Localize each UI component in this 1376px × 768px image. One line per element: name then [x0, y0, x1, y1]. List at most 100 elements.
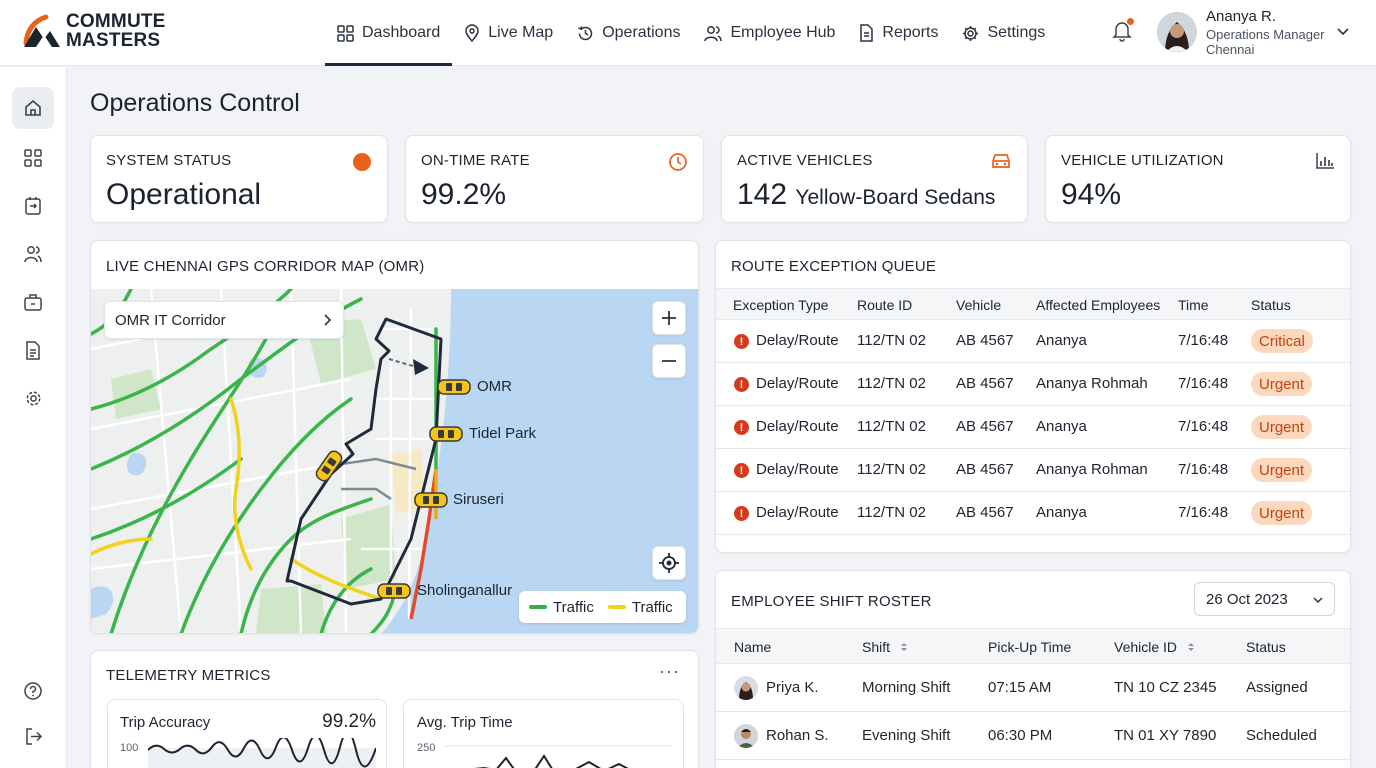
vehicle: AB 4567	[956, 418, 1014, 435]
route-id: 112/TN 02	[857, 418, 926, 435]
error-icon: !	[734, 420, 749, 435]
sidebar	[0, 67, 67, 768]
error-icon: !	[734, 334, 749, 349]
car-icon	[992, 154, 1010, 168]
nav-label: Employee Hub	[730, 24, 836, 41]
metric-avg-trip-time[interactable]: Avg. Trip Time 250	[403, 699, 684, 768]
table-row[interactable]: ! Delay/Route 112/TN 02 AB 4567 Ananya R…	[716, 363, 1350, 406]
document-icon	[26, 340, 40, 360]
kpi-label: ON-TIME RATE	[421, 152, 530, 169]
live-map-card: LIVE CHENNAI GPS CORRIDOR MAP (OMR)	[90, 240, 699, 634]
zoom-out-button[interactable]	[652, 344, 686, 378]
affected-employees: Ananya Rohman	[1036, 461, 1148, 478]
status-dot-icon	[353, 153, 371, 171]
affected-employees: Ananya	[1036, 504, 1087, 521]
col-pickup-time[interactable]: Pick-Up Time	[988, 639, 1072, 655]
sidebar-item-vehicles[interactable]	[12, 281, 54, 323]
shift: Morning Shift	[862, 679, 951, 696]
exception-type: Delay/Route	[756, 504, 839, 521]
vehicle: AB 4567	[956, 332, 1014, 349]
table-row[interactable]: ! Delay/Route 112/TN 02 AB 4567 Ananya R…	[716, 449, 1350, 492]
clock-icon	[669, 153, 687, 171]
col-affected-employees[interactable]: Affected Employees	[1036, 297, 1161, 313]
kpi-label: ACTIVE VEHICLES	[737, 152, 873, 169]
legend-swatch-green	[529, 605, 547, 609]
taxi-marker-omr[interactable]	[437, 378, 471, 396]
nav-settings[interactable]: Settings	[950, 0, 1057, 66]
sidebar-item-dashboard[interactable]	[12, 137, 54, 179]
axis-tick: 100	[120, 742, 139, 754]
kpi-label: VEHICLE UTILIZATION	[1061, 152, 1224, 169]
sidebar-item-settings[interactable]	[12, 377, 54, 419]
brand-logo[interactable]: COMMUTE MASTERS	[22, 12, 166, 50]
gear-icon	[26, 391, 40, 405]
gear-icon	[963, 25, 979, 41]
vehicle: AB 4567	[956, 461, 1014, 478]
status-badge: Urgent	[1251, 415, 1313, 439]
table-row[interactable]: ! Delay/Route 112/TN 02 AB 4567 Ananya 7…	[716, 492, 1350, 535]
kpi-value: Operational	[106, 178, 262, 211]
kpi-system-status: SYSTEM STATUS Operational	[90, 135, 388, 223]
metric-value: 99.2%	[322, 711, 376, 732]
col-name[interactable]: Name	[734, 639, 772, 655]
nav-live-map[interactable]: Live Map	[452, 0, 565, 66]
roster-title: EMPLOYEE SHIFT ROSTER	[731, 593, 932, 610]
nav-operations[interactable]: Operations	[565, 0, 692, 66]
more-options-icon[interactable]: ···	[659, 661, 680, 681]
brand-line1: COMMUTE	[66, 11, 166, 32]
route-exception-queue: ROUTE EXCEPTION QUEUE Exception Type Rou…	[715, 240, 1351, 553]
col-status[interactable]: Status	[1251, 297, 1291, 313]
place-label-siruseri: Siruseri	[453, 491, 504, 508]
roster-date: 26 Oct 2023	[1206, 590, 1288, 608]
user-role: Operations Manager Chennai	[1206, 27, 1336, 57]
gps-map[interactable]: OMR Tidel Park Siruseri Sholinganallur O…	[91, 289, 698, 633]
nav-employee-hub[interactable]: Employee Hub	[692, 0, 847, 66]
zoom-in-button[interactable]	[652, 301, 686, 335]
kpi-label: SYSTEM STATUS	[106, 152, 232, 169]
roster-date-picker[interactable]: 26 Oct 2023	[1194, 582, 1335, 616]
col-status[interactable]: Status	[1246, 639, 1286, 655]
corridor-label: OMR IT Corridor	[115, 311, 226, 329]
taxi-marker-siruseri[interactable]	[414, 491, 448, 509]
nav-dashboard[interactable]: Dashboard	[325, 0, 453, 66]
corridor-selector[interactable]: OMR IT Corridor	[104, 301, 344, 339]
table-row[interactable]: ! Delay/Route 112/TN 02 AB 4567 Ananya 7…	[716, 406, 1350, 449]
col-time[interactable]: Time	[1178, 297, 1209, 313]
col-exception-type[interactable]: Exception Type	[733, 297, 829, 313]
table-row[interactable]: Priya K. Morning Shift 07:15 AM TN 10 CZ…	[716, 664, 1350, 712]
time: 7/16:48	[1178, 375, 1229, 392]
employee-name: Priya K.	[766, 679, 819, 696]
sidebar-item-logout[interactable]	[12, 715, 54, 757]
chevron-down-icon[interactable]	[1336, 24, 1350, 38]
col-route-id[interactable]: Route ID	[857, 297, 913, 313]
sidebar-item-reports[interactable]	[12, 329, 54, 371]
route-id: 112/TN 02	[857, 461, 926, 478]
users-icon	[704, 25, 723, 41]
table-row[interactable]: Rohan S. Evening Shift 06:30 PM TN 01 XY…	[716, 712, 1350, 760]
locate-button[interactable]	[652, 546, 686, 580]
sidebar-item-help[interactable]	[12, 670, 54, 712]
col-vehicle-id[interactable]: Vehicle ID	[1114, 639, 1196, 655]
exception-type: Delay/Route	[756, 375, 839, 392]
minus-icon	[662, 360, 676, 362]
taxi-marker-tidel-park[interactable]	[429, 425, 463, 443]
sidebar-item-employees[interactable]	[12, 233, 54, 275]
taxi-marker-enroute[interactable]	[312, 447, 346, 485]
metric-trip-accuracy[interactable]: Trip Accuracy 99.2% 100	[107, 699, 387, 768]
kpi-value: 94%	[1061, 178, 1122, 211]
col-shift[interactable]: Shift	[862, 639, 909, 655]
shift: Evening Shift	[862, 727, 951, 744]
sidebar-item-transfers[interactable]	[12, 185, 54, 227]
nav-reports[interactable]: Reports	[847, 0, 950, 66]
kpi-number: 142	[737, 178, 788, 211]
user-name[interactable]: Ananya R.	[1206, 8, 1277, 25]
user-avatar[interactable]	[1157, 12, 1197, 52]
trip-accuracy-sparkline	[148, 738, 376, 768]
avatar	[734, 676, 758, 700]
taxi-marker-sholinganallur[interactable]	[377, 582, 411, 600]
bell-icon[interactable]	[1112, 20, 1132, 42]
sidebar-item-home[interactable]	[12, 87, 54, 129]
col-vehicle[interactable]: Vehicle	[956, 297, 1002, 313]
user-title: Operations Manager	[1206, 27, 1325, 42]
table-row[interactable]: ! Delay/Route 112/TN 02 AB 4567 Ananya 7…	[716, 320, 1350, 363]
